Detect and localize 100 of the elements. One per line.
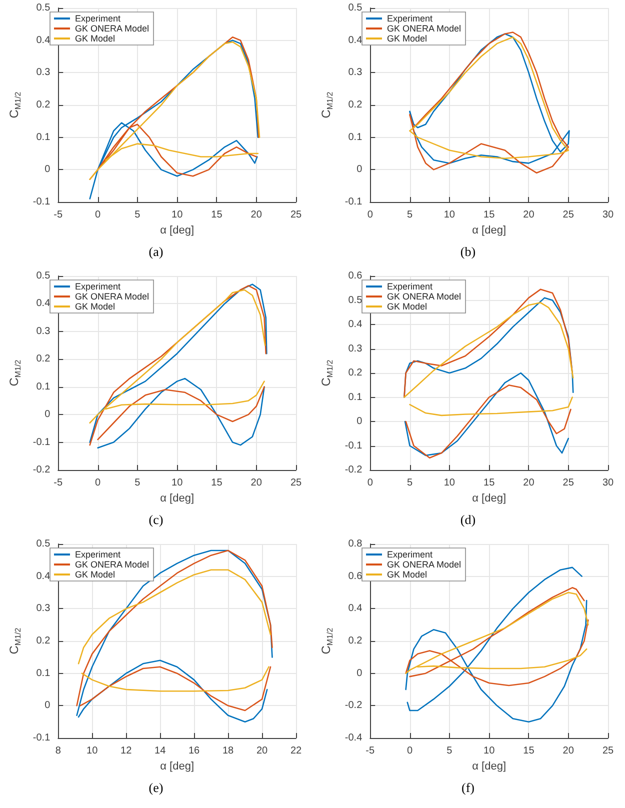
y-tick-label: 0.5 [36, 2, 51, 14]
x-tick-label: 15 [484, 210, 496, 220]
legend-label: GK ONERA Model [75, 24, 150, 34]
legend-label: GK ONERA Model [75, 292, 150, 302]
x-axis-title: α [deg] [472, 760, 506, 772]
legend-label: GK Model [75, 34, 116, 44]
y-tick-label: 0.4 [348, 603, 363, 614]
x-tick-label: 0 [367, 478, 374, 488]
y-axis-title: CM1/2 [7, 359, 22, 386]
x-tick-label: 30 [602, 210, 614, 220]
text: (b) [459, 243, 477, 261]
y-tick-label: 0 [44, 409, 51, 420]
legend-label: Experiment [387, 550, 434, 560]
x-tick-label: 15 [484, 478, 496, 488]
y-tick-label: 0.6 [348, 570, 363, 582]
x-tick-label: 20 [562, 746, 574, 756]
y-axis-title: CM1/2 [7, 627, 22, 654]
x-tick-label: 20 [523, 210, 535, 220]
legend-label: Experiment [387, 14, 434, 24]
text: (f) [460, 779, 476, 797]
legend-label: GK Model [387, 34, 428, 44]
text: (c) [148, 511, 164, 529]
y-tick-label: 0.2 [36, 636, 51, 646]
y-axis-title: CM1/2 [319, 627, 334, 654]
x-tick-label: 10 [484, 746, 496, 756]
x-tick-label: -5 [366, 746, 376, 756]
x-axis-title: α [deg] [160, 760, 194, 772]
y-tick-label: -0.2 [344, 700, 363, 712]
y-tick-label: -0.1 [32, 732, 51, 744]
legend-label: Experiment [75, 14, 122, 24]
y-tick-label: 0.1 [348, 132, 363, 143]
legend-label: GK Model [387, 570, 428, 580]
y-tick-label: -0.1 [32, 436, 51, 448]
y-axis-title: CM1/2 [7, 91, 22, 118]
y-tick-label: 0 [44, 164, 51, 176]
legend-label: GK Model [75, 302, 116, 312]
y-tick-label: -0.2 [344, 464, 363, 476]
x-tick-label: 15 [211, 210, 223, 220]
x-tick-label: 15 [211, 478, 223, 488]
x-tick-label: 0 [406, 746, 413, 756]
y-tick-label: 0.2 [36, 354, 51, 365]
x-tick-label: 0 [94, 478, 101, 488]
x-tick-label: 10 [172, 210, 184, 220]
x-tick-label: 0 [367, 210, 374, 220]
x-tick-label: 5 [134, 210, 141, 220]
y-tick-label: 0.4 [36, 570, 51, 582]
x-tick-label: 25 [602, 746, 614, 756]
x-tick-label: 20 [250, 478, 262, 488]
y-tick-label: -0.1 [32, 196, 51, 208]
x-tick-label: 12 [120, 746, 132, 756]
x-tick-label: 22 [290, 746, 302, 756]
y-tick-label: 0.6 [348, 270, 363, 282]
y-tick-label: 0 [356, 416, 363, 427]
x-tick-label: 5 [406, 478, 413, 488]
y-tick-label: 0.5 [36, 270, 51, 282]
legend-label: GK ONERA Model [387, 560, 462, 570]
x-tick-label: 25 [562, 210, 574, 220]
y-tick-label: 0 [44, 700, 51, 712]
y-tick-label: 0.3 [36, 603, 51, 614]
y-tick-label: -0.4 [344, 732, 363, 744]
x-tick-label: 25 [290, 210, 302, 220]
legend-label: GK Model [387, 302, 428, 312]
x-axis-title: α [deg] [472, 224, 506, 236]
y-tick-label: 0.2 [348, 368, 363, 378]
x-tick-label: 15 [523, 746, 535, 756]
y-tick-label: 0.4 [348, 319, 363, 330]
x-tick-label: 20 [523, 478, 535, 488]
x-tick-label: -5 [54, 210, 64, 220]
legend-label: Experiment [387, 282, 434, 292]
y-tick-label: 0.5 [348, 294, 363, 306]
y-tick-label: 0.1 [36, 132, 51, 143]
y-tick-label: -0.1 [344, 440, 363, 452]
x-tick-label: 25 [562, 478, 574, 488]
y-tick-label: 0.4 [36, 298, 51, 310]
y-tick-label: 0.2 [348, 100, 363, 110]
x-tick-label: 10 [172, 478, 184, 488]
x-tick-label: 5 [446, 746, 453, 756]
y-tick-label: 0 [356, 164, 363, 176]
y-tick-label: 0.2 [36, 100, 51, 110]
text: (a) [148, 243, 164, 261]
x-tick-label: 16 [188, 746, 200, 756]
x-tick-label: 5 [134, 478, 141, 488]
y-tick-label: 0.3 [348, 343, 363, 354]
x-axis-title: α [deg] [160, 224, 194, 236]
x-tick-label: 8 [55, 746, 62, 756]
x-tick-label: 18 [222, 746, 234, 756]
x-tick-label: 5 [406, 210, 413, 220]
legend-label: GK ONERA Model [387, 24, 462, 34]
y-tick-label: 0.8 [348, 538, 363, 550]
x-tick-label: 10 [444, 210, 456, 220]
y-tick-label: 0.3 [36, 67, 51, 78]
y-tick-label: -0.1 [344, 196, 363, 208]
legend-label: Experiment [75, 282, 122, 292]
x-axis-title: α [deg] [472, 492, 506, 504]
y-tick-label: 0.2 [348, 636, 363, 646]
x-tick-label: 10 [86, 746, 98, 756]
y-tick-label: -0.2 [32, 464, 51, 476]
x-tick-label: 14 [154, 746, 166, 756]
y-tick-label: 0.5 [348, 2, 363, 14]
y-tick-label: 0.1 [348, 392, 363, 403]
